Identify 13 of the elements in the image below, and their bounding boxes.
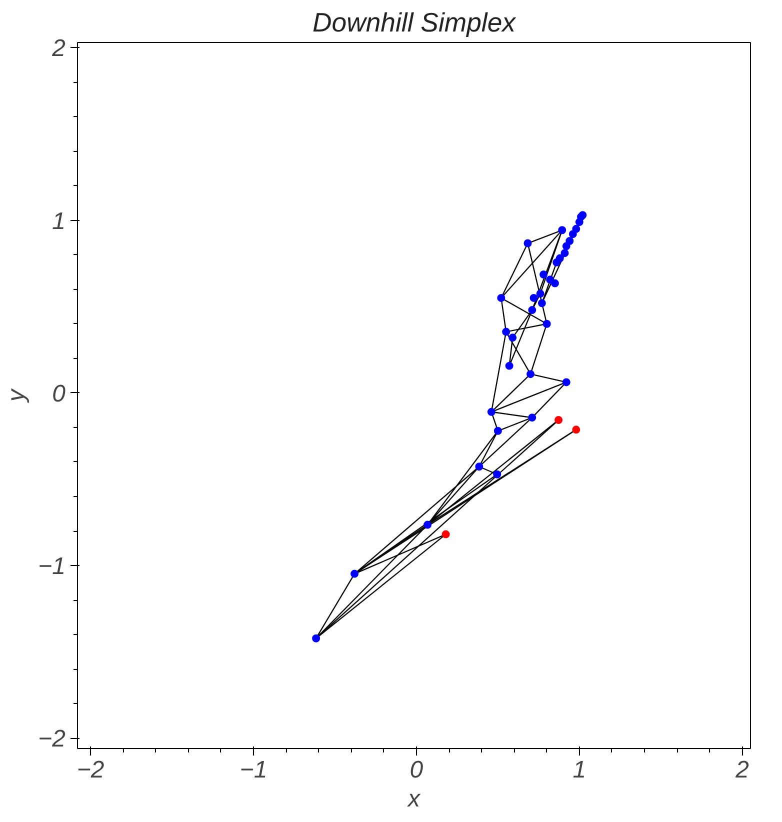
chart-title: Downhill Simplex xyxy=(312,8,518,38)
x-tick-label: 0 xyxy=(410,756,424,784)
x-tick-label: −2 xyxy=(76,756,104,784)
x-axis-title: x xyxy=(407,786,421,812)
y-tick-label: −2 xyxy=(38,726,66,753)
x-tick-label: 1 xyxy=(572,756,586,784)
y-tick-label: 0 xyxy=(52,380,66,408)
y-tick-label: 2 xyxy=(51,35,66,62)
x-tick-label: −1 xyxy=(240,756,268,784)
y-axis-title: y xyxy=(3,388,30,404)
y-tick-label: 1 xyxy=(52,208,66,235)
x-tick-label: 2 xyxy=(734,756,750,784)
y-tick-label: −1 xyxy=(38,553,66,580)
